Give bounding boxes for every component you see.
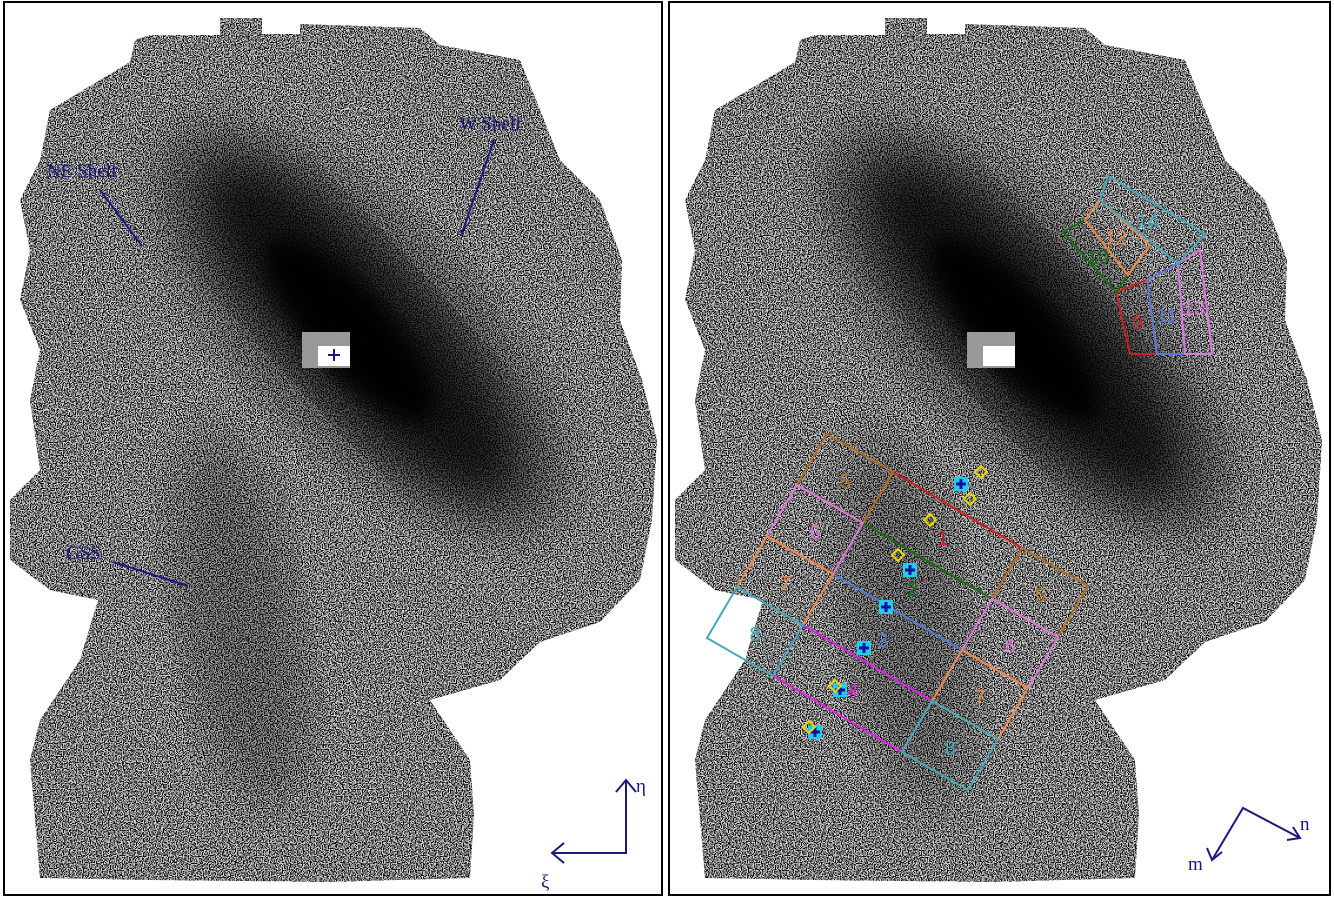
axis-label: η [636, 776, 646, 797]
star-count-map [0, 0, 665, 897]
field-label: 14 [1137, 211, 1159, 233]
star-count-map [665, 0, 1330, 897]
axis-label: m [1188, 854, 1203, 875]
field-label: 5 [839, 471, 850, 493]
field-label: 6 [1004, 636, 1015, 658]
field-label: 1 [937, 528, 948, 550]
field-label: 2 [907, 579, 918, 601]
field-label: 4 [847, 681, 858, 703]
field-label: 8 [944, 738, 955, 760]
field-label: 7 [974, 687, 985, 709]
axis-label: n [1300, 814, 1310, 835]
axis-label: ξ [541, 872, 550, 893]
field-label: 12 [1105, 227, 1127, 249]
label: W Shelf [459, 114, 522, 135]
label: NE Shelf [47, 161, 118, 182]
field-label: 5 [1034, 585, 1045, 607]
field-label: 6 [809, 522, 820, 544]
field-label: 9 [1132, 312, 1143, 334]
field-label: 10 [1087, 247, 1109, 269]
field-label: 11 [1156, 305, 1177, 327]
label: GSS [66, 543, 101, 564]
field-label: 7 [779, 573, 790, 595]
field-label: 3 [877, 630, 888, 652]
field-label: 8 [749, 624, 760, 646]
figure: NE Shelf W Shelf GSS η ξ m n 12345566778… [0, 0, 1334, 897]
field-label: 13 [1183, 298, 1205, 320]
